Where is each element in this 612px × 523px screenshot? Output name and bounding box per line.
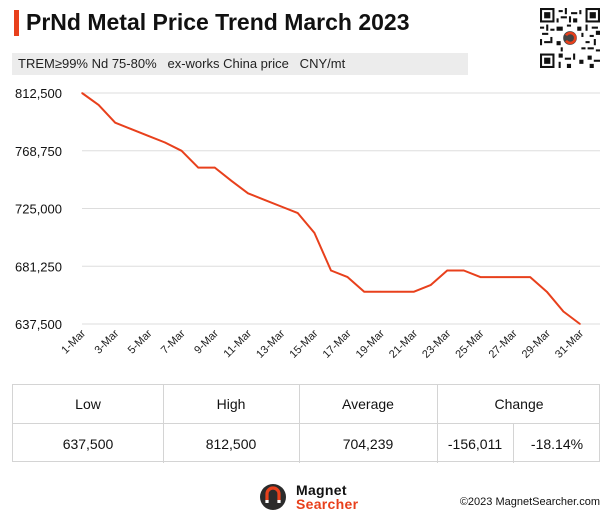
- price-point: [230, 179, 233, 182]
- price-point: [429, 284, 432, 286]
- x-tick-label: 5-Mar: [126, 327, 155, 356]
- price-point: [463, 269, 465, 272]
- price-point: [313, 232, 316, 234]
- stats-header-average: Average: [342, 396, 394, 412]
- x-tick-label: 31-Mar: [553, 327, 586, 360]
- price-point: [97, 104, 100, 106]
- price-point: [546, 290, 548, 293]
- x-tick-label: 27-Mar: [487, 327, 520, 360]
- price-point: [280, 205, 283, 208]
- stats-change-percent: -18.14%: [530, 435, 584, 452]
- subtitle-bar: TREM≥99% Nd 75-80% ex-works China price …: [12, 53, 468, 75]
- stats-header-high: High: [216, 396, 246, 412]
- price-line-chart: 637,500 681,250 725,000 768,750 812,500 1-Ma…: [15, 86, 600, 361]
- x-tick-label: 19-Mar: [354, 327, 387, 360]
- stats-divider: [437, 385, 438, 423]
- y-tick-label: 812,500: [15, 86, 62, 101]
- price-point: [446, 269, 449, 272]
- stats-divider: [437, 424, 438, 463]
- stats-header-row: Low High Average Change: [13, 385, 599, 424]
- y-tick-label: 725,000: [15, 202, 62, 217]
- price-point: [330, 269, 332, 272]
- x-tick-label: 15-Mar: [287, 327, 320, 360]
- price-point: [529, 276, 531, 278]
- stats-value-row: 637,500 812,500 704,239 -156,011 -18.14%: [13, 424, 599, 463]
- page-title: PrNd Metal Price Trend March 2023: [26, 9, 410, 35]
- price-point: [297, 212, 299, 214]
- title-accent-bar: [14, 10, 19, 36]
- x-tick-label: 3-Mar: [93, 327, 122, 356]
- price-point: [131, 128, 133, 131]
- price-point: [147, 135, 150, 137]
- stats-change-absolute: -156,011: [447, 435, 503, 452]
- stats-average-value: 704,239: [342, 435, 394, 452]
- stats-divider: [299, 385, 300, 423]
- price-point: [263, 199, 266, 201]
- x-tick-label: 13-Mar: [254, 327, 287, 360]
- stats-low-value: 637,500: [62, 435, 114, 452]
- x-tick-label: 7-Mar: [159, 327, 188, 356]
- copyright-text: ©2023 MagnetSearcher.com: [459, 496, 600, 508]
- stats-divider: [163, 424, 164, 463]
- price-point: [81, 92, 83, 94]
- price-point: [346, 276, 349, 278]
- stats-header-low: Low: [75, 396, 101, 412]
- price-point: [247, 192, 249, 195]
- price-point: [164, 141, 166, 144]
- y-tick-label: 768,750: [15, 144, 62, 159]
- y-tick-label: 637,500: [15, 317, 62, 332]
- x-tick-label: 9-Mar: [192, 327, 221, 356]
- x-tick-label: 29-Mar: [520, 327, 553, 360]
- price-point: [197, 166, 199, 169]
- chart-subtitle: TREM≥99% Nd 75-80% ex-works China price …: [18, 56, 346, 71]
- x-tick-label: 1-Mar: [59, 327, 88, 356]
- qr-code-icon: [540, 8, 600, 68]
- magnet-logo-icon: [260, 484, 286, 510]
- price-point: [479, 276, 482, 278]
- price-point: [114, 121, 116, 124]
- magnet-searcher-logo: Magnet Searcher: [258, 480, 378, 514]
- x-tick-label: 25-Mar: [453, 327, 486, 360]
- stats-high-value: 812,500: [205, 435, 257, 452]
- stats-header-change: Change: [494, 396, 544, 412]
- x-tick-label: 11-Mar: [222, 327, 255, 360]
- stats-table: Low High Average Change 637,500 812,500 …: [12, 384, 600, 463]
- price-point: [396, 290, 399, 293]
- price-point: [562, 310, 565, 313]
- y-tick-label: 681,250: [15, 259, 62, 274]
- price-point: [180, 149, 183, 152]
- x-tick-label: 23-Mar: [420, 327, 453, 360]
- price-point: [214, 166, 216, 169]
- x-tick-label: 17-Mar: [321, 327, 354, 360]
- stats-divider: [163, 385, 164, 423]
- stats-divider: [299, 424, 300, 463]
- x-tick-label: 21-Mar: [387, 327, 420, 360]
- stats-divider: [513, 424, 514, 463]
- logo-text-searcher: Searcher: [296, 496, 359, 512]
- price-point: [380, 290, 382, 293]
- price-point: [579, 323, 581, 325]
- price-point: [512, 276, 515, 278]
- price-point: [413, 290, 415, 293]
- price-point: [363, 290, 366, 293]
- price-point: [496, 276, 498, 278]
- logo-text-magnet: Magnet: [296, 482, 347, 498]
